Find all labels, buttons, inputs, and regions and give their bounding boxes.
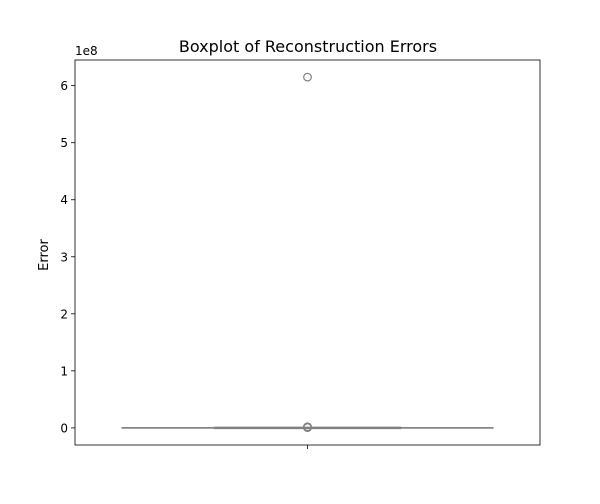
chart-title: Boxplot of Reconstruction Errors xyxy=(179,37,437,56)
y-tick-label: 3 xyxy=(60,250,68,264)
y-axis-ticks: 0 1 2 3 4 5 6 xyxy=(60,79,75,435)
plot-frame xyxy=(74,59,541,446)
outlier-point xyxy=(303,423,312,433)
outlier-point xyxy=(303,72,312,82)
y-axis-offset-label: 1e8 xyxy=(75,44,98,58)
plot-area xyxy=(75,60,540,445)
y-tick-label: 0 xyxy=(60,421,68,435)
y-tick-label: 2 xyxy=(60,307,68,321)
chart-marks xyxy=(121,72,494,433)
y-tick-label: 5 xyxy=(60,136,68,150)
y-axis-label: Error xyxy=(37,239,52,271)
y-tick-label: 4 xyxy=(60,193,68,207)
y-tick-label: 6 xyxy=(60,79,68,93)
y-tick-label: 1 xyxy=(60,364,68,378)
